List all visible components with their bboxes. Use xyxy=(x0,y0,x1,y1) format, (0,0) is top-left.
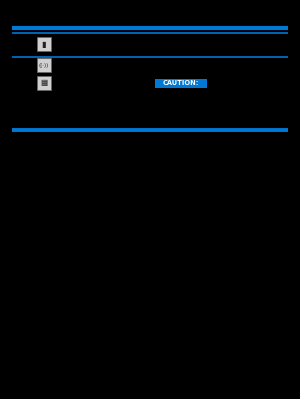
Text: CAUTION:: CAUTION: xyxy=(163,80,199,86)
Text: ▦: ▦ xyxy=(40,79,48,87)
Text: ▮: ▮ xyxy=(42,40,46,49)
Bar xyxy=(37,37,51,51)
Bar xyxy=(155,79,207,87)
Bar xyxy=(37,58,51,72)
Bar xyxy=(37,76,51,90)
Text: ((·)): ((·)) xyxy=(39,63,49,67)
